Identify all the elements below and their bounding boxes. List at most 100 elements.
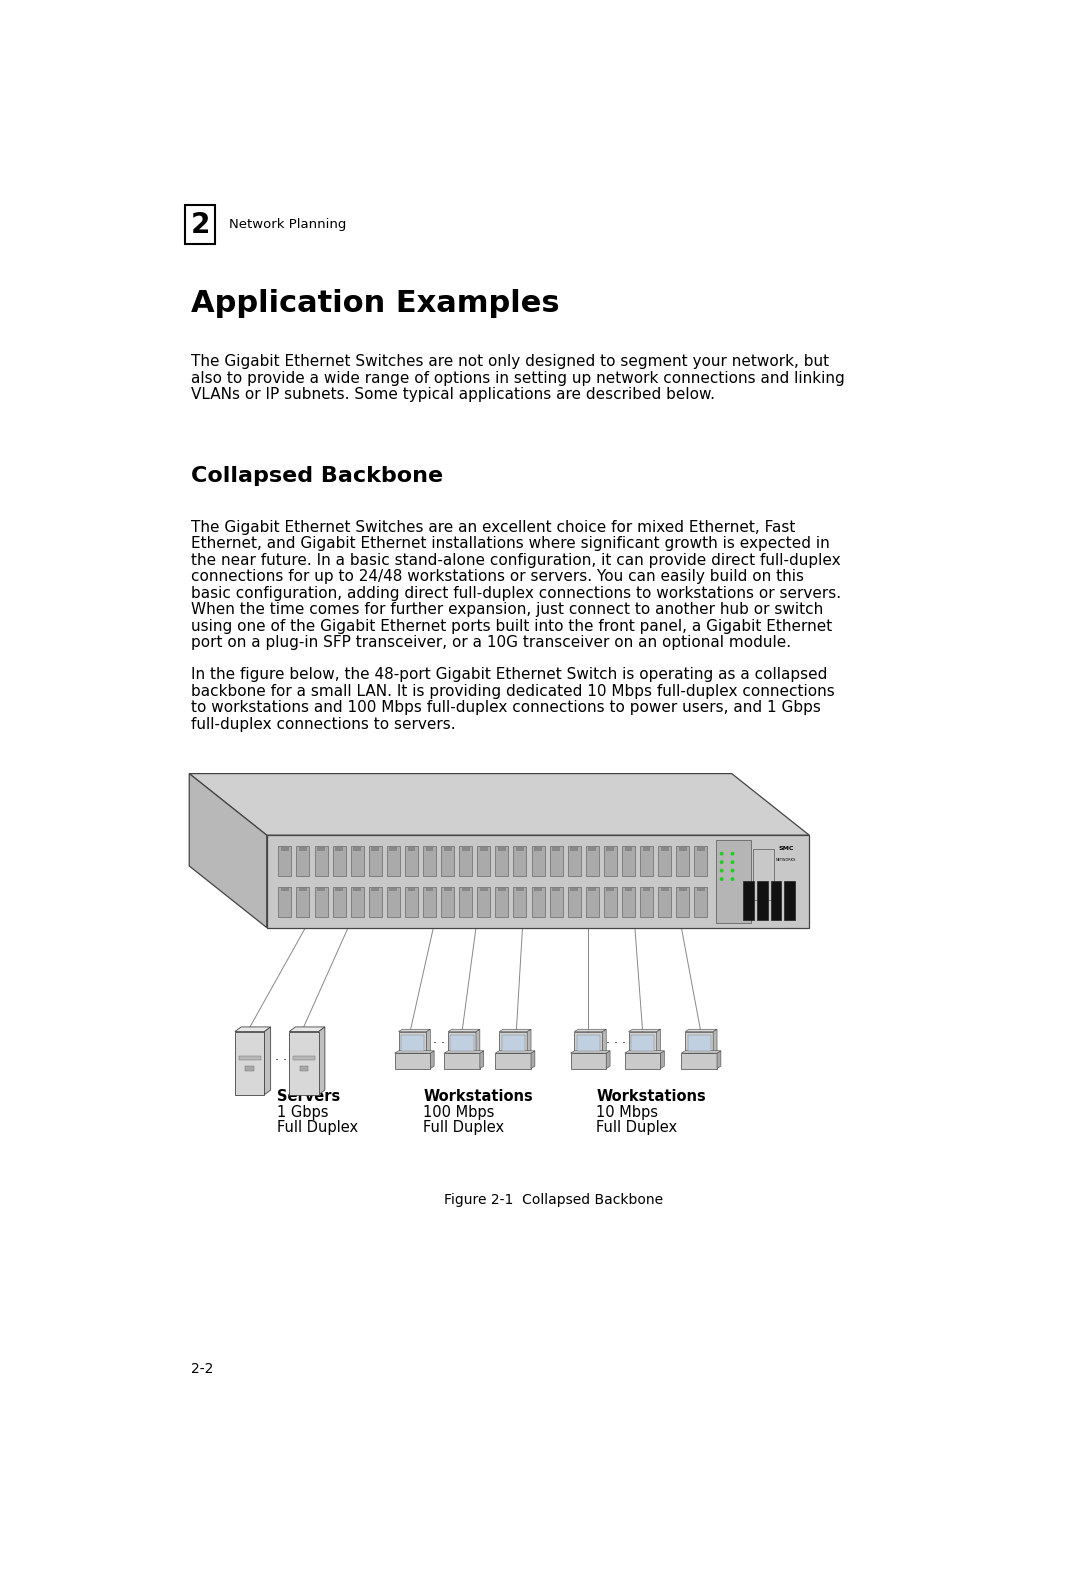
Bar xyxy=(622,846,635,876)
Text: 3: 3 xyxy=(321,838,322,843)
Bar xyxy=(757,881,768,920)
Bar xyxy=(372,887,379,892)
Polygon shape xyxy=(575,1030,606,1031)
Bar xyxy=(279,887,292,917)
Text: 1: 1 xyxy=(284,838,286,843)
Bar xyxy=(462,887,470,892)
Bar xyxy=(676,887,689,917)
Bar xyxy=(629,1031,657,1053)
Polygon shape xyxy=(427,1030,430,1053)
Bar xyxy=(405,846,418,876)
Bar xyxy=(448,1031,476,1053)
Text: Workstations: Workstations xyxy=(423,1090,534,1104)
Polygon shape xyxy=(476,1030,480,1053)
Text: 12: 12 xyxy=(482,838,485,843)
Text: . . .: . . . xyxy=(267,1050,287,1063)
Bar xyxy=(480,848,488,851)
Polygon shape xyxy=(606,1050,610,1069)
Bar xyxy=(496,846,509,876)
Bar xyxy=(679,848,687,851)
Bar xyxy=(462,848,470,851)
Bar xyxy=(697,848,705,851)
Bar xyxy=(676,846,689,876)
Bar xyxy=(314,887,327,917)
Bar xyxy=(770,881,781,920)
Bar xyxy=(426,887,433,892)
Text: Figure 2-1  Collapsed Backbone: Figure 2-1 Collapsed Backbone xyxy=(444,1193,663,1207)
Text: 13: 13 xyxy=(500,838,503,843)
Polygon shape xyxy=(496,1050,535,1053)
Text: . . .: . . . xyxy=(606,1033,625,1046)
Text: to workstations and 100 Mbps full-duplex connections to power users, and 1 Gbps: to workstations and 100 Mbps full-duplex… xyxy=(191,700,821,716)
Bar xyxy=(658,887,671,917)
Text: basic configuration, adding direct full-duplex connections to workstations or se: basic configuration, adding direct full-… xyxy=(191,586,841,601)
Bar xyxy=(658,846,671,876)
Bar xyxy=(743,881,754,920)
Text: Application Examples: Application Examples xyxy=(191,289,559,317)
Text: NETWORKS: NETWORKS xyxy=(775,859,796,862)
Bar xyxy=(716,840,751,923)
Bar xyxy=(289,1031,319,1094)
Polygon shape xyxy=(681,1050,721,1053)
Bar xyxy=(589,887,596,892)
Bar xyxy=(535,848,542,851)
Bar xyxy=(643,848,650,851)
Text: 23: 23 xyxy=(681,838,685,843)
Bar xyxy=(299,848,307,851)
Polygon shape xyxy=(625,1050,664,1053)
Bar xyxy=(335,887,343,892)
Text: 11: 11 xyxy=(464,838,468,843)
Text: also to provide a wide range of options in setting up network connections and li: also to provide a wide range of options … xyxy=(191,371,845,386)
Circle shape xyxy=(719,868,724,873)
Text: SMC: SMC xyxy=(779,846,794,851)
Bar xyxy=(681,1053,717,1069)
Bar xyxy=(299,887,307,892)
Bar xyxy=(387,887,400,917)
Bar xyxy=(585,846,598,876)
Bar xyxy=(607,848,615,851)
Bar xyxy=(279,846,292,876)
Text: In the figure below, the 48-port Gigabit Ethernet Switch is operating as a colla: In the figure below, the 48-port Gigabit… xyxy=(191,667,827,683)
Circle shape xyxy=(719,853,724,856)
Bar xyxy=(399,1031,427,1053)
Bar xyxy=(624,887,633,892)
Bar xyxy=(516,848,524,851)
Bar xyxy=(299,1066,309,1071)
Bar xyxy=(314,846,327,876)
Text: 21: 21 xyxy=(645,838,648,843)
Bar xyxy=(570,848,578,851)
Text: 10 Mbps: 10 Mbps xyxy=(596,1105,658,1119)
Text: 2: 2 xyxy=(190,210,210,239)
Bar xyxy=(550,846,563,876)
Bar xyxy=(694,887,707,917)
Bar xyxy=(496,1053,531,1069)
Polygon shape xyxy=(685,1030,717,1031)
Bar xyxy=(585,887,598,917)
Text: 100 Mbps: 100 Mbps xyxy=(423,1105,495,1119)
Bar xyxy=(640,887,653,917)
Bar xyxy=(697,887,705,892)
Text: the near future. In a basic stand-alone configuration, it can provide direct ful: the near future. In a basic stand-alone … xyxy=(191,553,840,568)
Bar xyxy=(390,887,397,892)
Polygon shape xyxy=(531,1050,535,1069)
Bar xyxy=(318,887,325,892)
Text: 2-2: 2-2 xyxy=(191,1361,213,1375)
Bar xyxy=(694,846,707,876)
Polygon shape xyxy=(661,1050,664,1069)
Circle shape xyxy=(730,853,734,856)
Bar xyxy=(368,846,382,876)
Bar xyxy=(423,887,436,917)
Polygon shape xyxy=(713,1030,717,1053)
Bar xyxy=(570,1053,606,1069)
Bar xyxy=(624,848,633,851)
Text: Full Duplex: Full Duplex xyxy=(423,1119,504,1135)
Text: 16: 16 xyxy=(554,838,557,843)
Bar xyxy=(401,1035,424,1050)
Bar xyxy=(450,1035,474,1050)
Bar xyxy=(531,887,544,917)
Text: 18: 18 xyxy=(591,838,594,843)
Text: 14: 14 xyxy=(518,838,522,843)
Bar xyxy=(407,887,416,892)
Text: connections for up to 24/48 workstations or servers. You can easily build on thi: connections for up to 24/48 workstations… xyxy=(191,570,804,584)
Circle shape xyxy=(730,868,734,873)
